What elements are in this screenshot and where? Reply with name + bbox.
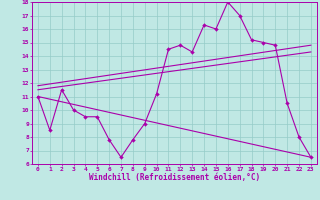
X-axis label: Windchill (Refroidissement éolien,°C): Windchill (Refroidissement éolien,°C) <box>89 173 260 182</box>
